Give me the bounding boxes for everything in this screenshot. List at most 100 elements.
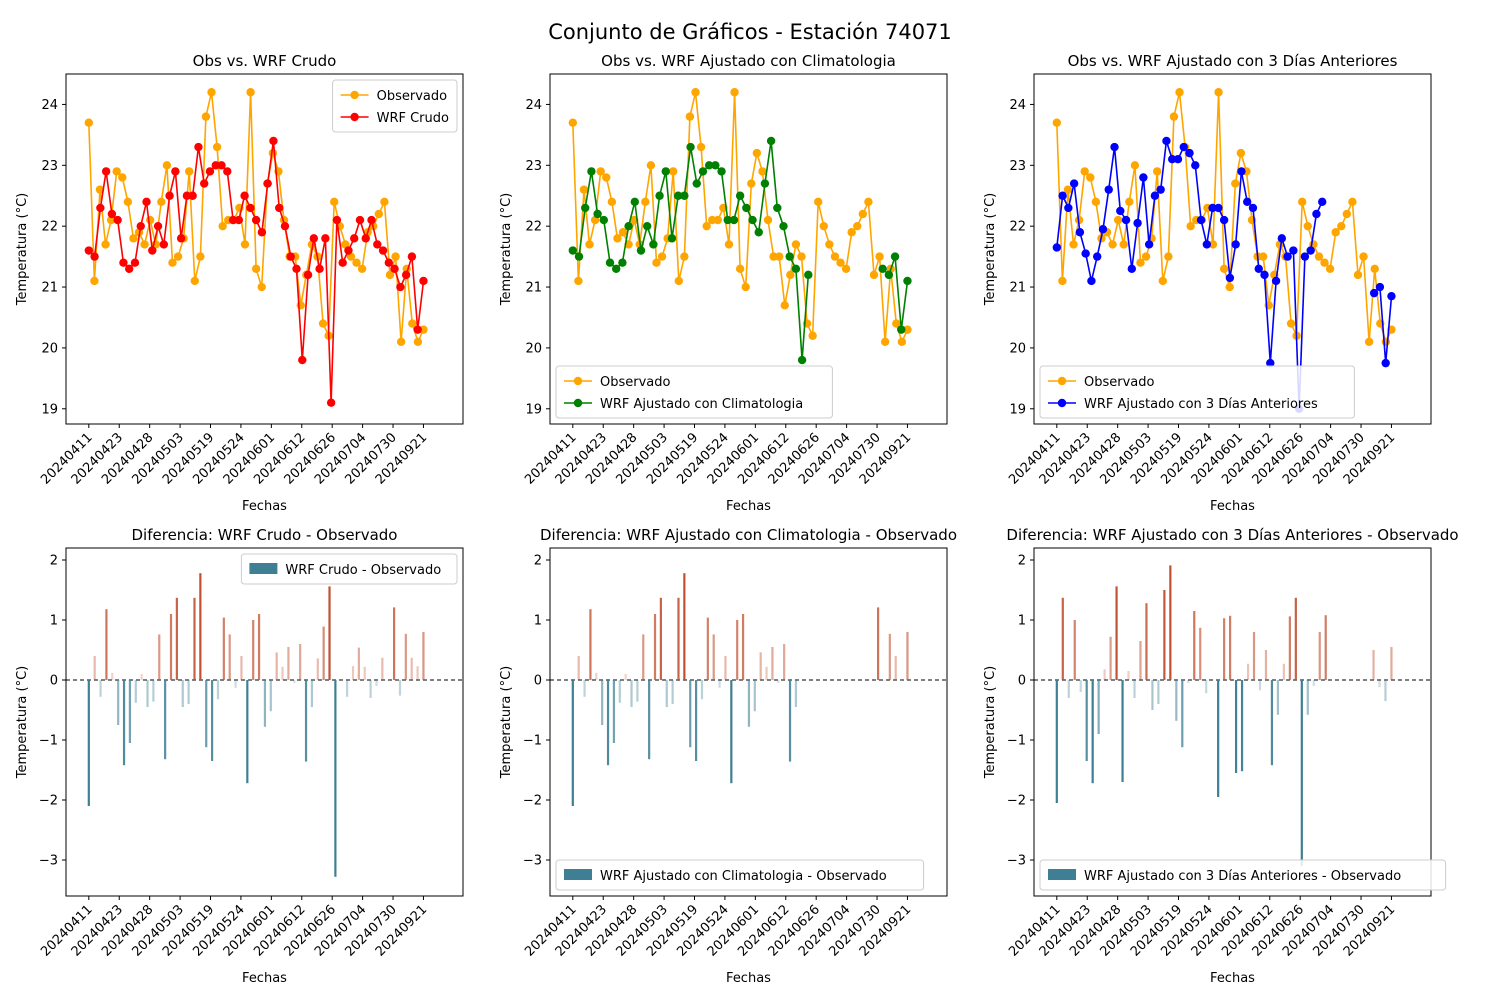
data-point-observado [1314, 252, 1324, 261]
data-point-tres_dias [1369, 288, 1379, 298]
x-axis-label: Fechas [242, 971, 287, 986]
data-point-tres_dias [1075, 228, 1085, 237]
bar [783, 644, 786, 680]
y-axis-label: Temperatura (°C) [983, 666, 998, 779]
bar [1282, 663, 1285, 680]
bar [134, 680, 137, 703]
legend: Observado WRF Ajustado con 3 Días Anterio… [1039, 365, 1355, 419]
data-point-crudo [240, 191, 249, 200]
y-tick-label: 2 [50, 554, 58, 569]
data-point-observado [106, 215, 116, 225]
data-point-clima [754, 228, 763, 237]
data-point-tres_dias [1289, 246, 1298, 255]
data-point-observado [853, 221, 862, 231]
bar [1073, 620, 1076, 680]
data-point-tres_dias [1266, 358, 1275, 368]
legend-marker [350, 90, 359, 100]
data-point-observado [819, 221, 828, 231]
y-tick-label: 0 [534, 674, 542, 689]
data-point-crudo [159, 240, 169, 249]
data-point-clima [568, 246, 578, 255]
data-point-observado [1091, 197, 1101, 207]
legend-swatch [1048, 869, 1076, 880]
y-tick-label: 1 [50, 614, 58, 629]
data-point-observado [330, 197, 339, 207]
bar [636, 680, 639, 702]
bar [1318, 632, 1321, 680]
bar [93, 656, 96, 680]
bar [624, 674, 627, 680]
data-point-crudo [263, 179, 272, 188]
data-point-tres_dias [1064, 203, 1073, 213]
data-point-crudo [223, 167, 232, 176]
data-point-observado [318, 319, 328, 328]
subplot-1: Obs vs. WRF Crudo19202122232420240411202… [15, 52, 464, 514]
data-point-tres_dias [1248, 203, 1258, 213]
data-point-clima [903, 276, 912, 286]
data-point-observado [1113, 215, 1123, 225]
data-point-tres_dias [1133, 218, 1142, 228]
data-point-tres_dias [1191, 161, 1200, 170]
data-point-crudo [148, 246, 157, 255]
data-point-clima [766, 136, 776, 146]
data-point-clima [890, 252, 900, 261]
data-point-observado [1337, 221, 1346, 231]
subplot-title: Diferencia: WRF Ajustado con Climatologi… [540, 526, 957, 544]
y-tick-label: 20 [1009, 341, 1026, 356]
y-tick-label: 23 [41, 159, 58, 174]
data-point-clima [804, 270, 813, 280]
bar [583, 680, 586, 697]
data-point-crudo [113, 215, 122, 225]
data-point-crudo [246, 203, 255, 213]
data-point-crudo [286, 252, 295, 261]
bar [381, 657, 384, 680]
bar [187, 680, 190, 704]
plot-frame [65, 73, 464, 425]
legend: WRF Ajustado con 3 Días Anteriores - Obs… [1039, 859, 1447, 891]
y-tick-label: −3 [523, 854, 542, 869]
data-point-observado [1063, 185, 1073, 194]
data-point-observado [841, 264, 851, 273]
data-point-observado [669, 167, 678, 176]
data-point-tres_dias [1179, 142, 1188, 152]
data-point-tres_dias [1098, 225, 1108, 234]
data-point-crudo [332, 215, 342, 225]
data-point-crudo [107, 209, 117, 219]
bar [612, 680, 616, 743]
plot-frame [549, 547, 948, 897]
data-point-clima [723, 215, 732, 225]
data-point-observado [1320, 258, 1329, 267]
bar [392, 607, 396, 680]
data-point-tres_dias [1387, 291, 1396, 301]
bar [316, 658, 319, 680]
legend-marker [573, 376, 583, 386]
data-point-observado [730, 88, 739, 97]
bar [1067, 680, 1070, 698]
y-axis-label: Temperatura (°C) [15, 666, 30, 779]
y-tick-label: 20 [525, 341, 542, 356]
bar [1211, 680, 1214, 681]
data-point-observado [391, 252, 400, 261]
data-point-crudo [176, 234, 186, 243]
data-point-clima [618, 258, 627, 267]
data-point-tres_dias [1260, 270, 1269, 280]
y-tick-label: −1 [1007, 734, 1026, 749]
bar [263, 680, 267, 727]
data-point-observado [1381, 337, 1391, 347]
legend: Observado WRF Ajustado con Climatologia [555, 365, 833, 419]
bar [1324, 615, 1327, 680]
data-point-observado [1303, 221, 1312, 231]
legend-swatch [564, 869, 592, 880]
data-point-observado [374, 209, 384, 219]
bar [677, 597, 680, 680]
bar [181, 680, 184, 707]
bar [1133, 680, 1136, 698]
data-point-crudo [407, 252, 417, 261]
data-point-observado [1108, 240, 1117, 249]
data-point-observado [296, 301, 305, 310]
data-point-tres_dias [1277, 234, 1287, 243]
bar [683, 573, 686, 680]
subplot-title: Obs vs. WRF Ajustado con Climatologia [601, 52, 896, 70]
bar [1384, 680, 1387, 701]
data-point-observado [84, 118, 94, 127]
